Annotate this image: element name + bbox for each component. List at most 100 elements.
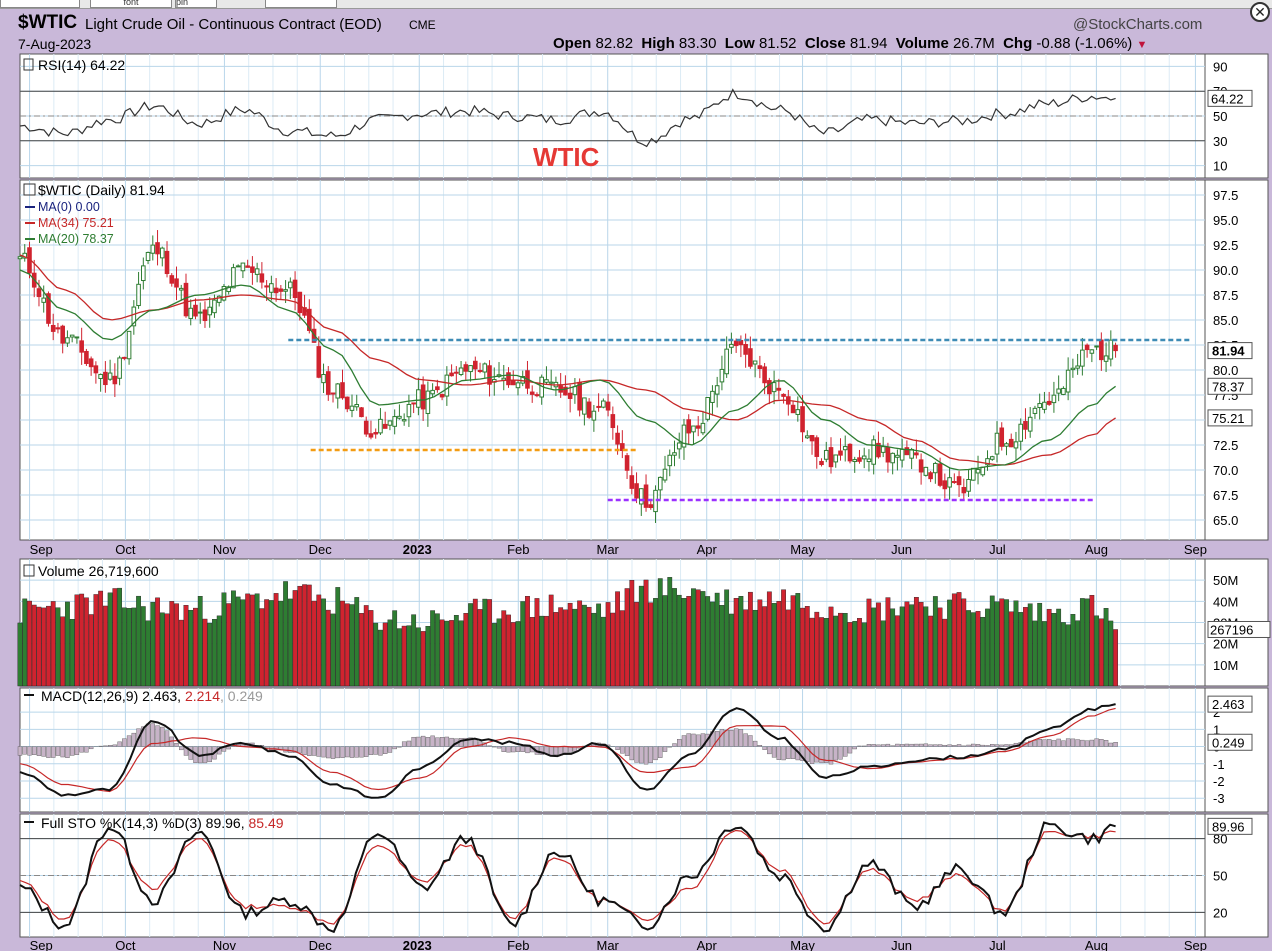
volume-bar xyxy=(69,619,75,687)
macd-hist-bar xyxy=(1113,742,1118,747)
candle-body xyxy=(307,308,312,331)
brand-label[interactable]: @StockCharts.com xyxy=(1073,16,1203,33)
candle-body xyxy=(107,372,113,380)
pin-field[interactable]: pin xyxy=(175,0,217,8)
candle-body xyxy=(691,425,696,433)
candle-body xyxy=(1061,387,1066,395)
volume-bar xyxy=(31,604,37,687)
volume-bar xyxy=(249,594,255,687)
volume-bar xyxy=(335,587,341,687)
macd-hist-bar xyxy=(487,745,492,747)
macd-label: MACD(12,26,9) 2.463, xyxy=(41,688,185,704)
macd-hist-bar xyxy=(980,744,985,747)
volume-bar xyxy=(468,603,473,687)
candle-body xyxy=(1032,407,1038,414)
candle-body xyxy=(933,462,938,474)
volume-bar xyxy=(1023,607,1028,687)
volume-bar xyxy=(482,598,488,687)
volume-bar xyxy=(961,598,967,687)
ma20-line xyxy=(19,269,1116,471)
volume-bar xyxy=(847,622,853,687)
bottom-x-tick: Oct xyxy=(115,938,136,951)
candle-body xyxy=(833,454,839,463)
macd-hist-bar xyxy=(392,746,397,750)
candle-body xyxy=(349,405,355,411)
macd-hist-bar xyxy=(122,738,127,747)
toolbar-button[interactable] xyxy=(265,0,337,8)
macd-hist-bar xyxy=(914,743,919,747)
candle-body xyxy=(814,437,820,457)
macd-line xyxy=(19,703,1116,799)
candle-body xyxy=(145,251,151,262)
volume-bar xyxy=(1046,608,1052,687)
bottom-x-tick: Jul xyxy=(989,938,1006,951)
macd-hist-bar xyxy=(378,746,383,756)
volume-bar xyxy=(349,604,355,687)
macd-hist-bar xyxy=(425,737,431,747)
volume-bar xyxy=(525,596,530,687)
macd-hist-bar xyxy=(50,746,56,758)
macd-hist-bar xyxy=(781,746,786,761)
candle-body xyxy=(956,476,962,486)
volume-bar xyxy=(159,612,165,687)
macd-hist-bar xyxy=(629,746,635,761)
candle-body xyxy=(548,381,554,384)
volume-bar xyxy=(392,610,398,687)
volume-bar xyxy=(710,601,715,687)
candle-body xyxy=(159,247,165,259)
candle-body xyxy=(259,273,265,283)
candle-body xyxy=(193,304,198,317)
candle-body xyxy=(278,288,284,292)
macd-hist-bar xyxy=(733,728,739,747)
candle-body xyxy=(515,382,521,389)
toolbar-input[interactable] xyxy=(0,0,80,8)
volume-bar xyxy=(795,593,801,687)
volume-bar xyxy=(41,607,47,687)
ma34-last: 75.21 xyxy=(1212,411,1245,426)
candle-body xyxy=(719,368,725,383)
candle-body xyxy=(112,375,118,385)
candle-body xyxy=(316,346,322,378)
candle-body xyxy=(197,311,203,314)
candle-body xyxy=(368,433,374,438)
macd-hist-bar xyxy=(933,744,938,747)
volume-bar xyxy=(932,596,938,687)
candle-body xyxy=(226,286,231,293)
macd-hist-bar xyxy=(1004,744,1009,747)
volume-bar xyxy=(823,618,829,687)
candle-body xyxy=(183,282,189,317)
candle-body xyxy=(961,486,967,494)
volume-bar xyxy=(567,602,573,687)
volume-bar xyxy=(117,587,122,687)
close-circle-icon[interactable]: ✕ xyxy=(1250,2,1270,22)
volume-bar xyxy=(102,605,108,687)
macd-hist-bar xyxy=(762,746,767,750)
candle-body xyxy=(354,404,360,408)
volume-y-tick: 10M xyxy=(1213,658,1238,673)
volume-bar xyxy=(913,597,919,687)
price-x-tick: Aug xyxy=(1085,542,1108,557)
macd-hist-bar xyxy=(164,730,170,747)
volume-bar xyxy=(1103,608,1109,687)
macd-hist-bar xyxy=(155,725,160,747)
macd-last-badge xyxy=(1207,695,1253,713)
candle-body xyxy=(686,419,692,434)
macd-y-tick: -1 xyxy=(1213,757,1225,772)
volume-bar xyxy=(591,612,597,687)
candle-body xyxy=(842,446,848,451)
macd-hist-bar xyxy=(373,746,378,755)
candle-body xyxy=(126,330,132,360)
volume-bar xyxy=(430,610,436,687)
price-y-tick: 70.0 xyxy=(1213,463,1238,478)
candle-body xyxy=(876,442,881,458)
stochastic-y-tick: 20 xyxy=(1213,905,1227,920)
font-field[interactable]: font xyxy=(90,0,172,8)
macd-hist-bar xyxy=(719,729,725,747)
candle-body xyxy=(620,443,625,452)
candle-body xyxy=(601,400,606,408)
volume-bar xyxy=(1042,621,1047,687)
candle-body xyxy=(866,458,872,463)
macd-hist-bar xyxy=(17,746,23,756)
candle-body xyxy=(340,382,345,399)
